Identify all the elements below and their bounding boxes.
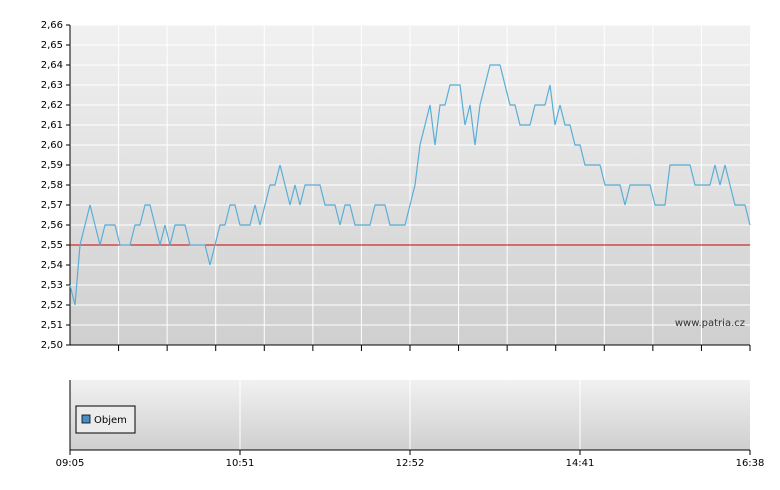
x-tick-label: 09:05 [56,458,85,469]
y-tick-label: 2,56 [41,220,63,231]
watermark: www.patria.cz [675,318,745,329]
y-tick-label: 2,62 [41,100,63,111]
y-tick-label: 2,60 [41,140,63,151]
legend-swatch [81,414,91,424]
y-tick-label: 2,59 [41,160,63,171]
y-tick-label: 2,58 [41,180,63,191]
legend-label: Objem [94,415,127,426]
x-tick-label: 14:41 [566,458,595,469]
price-line [69,64,751,306]
y-tick-label: 2,66 [41,20,63,31]
y-tick-label: 2,54 [41,260,63,271]
y-tick-label: 2,55 [41,240,63,251]
x-tick-label: 12:52 [396,458,425,469]
y-tick-label: 2,52 [41,300,63,311]
y-tick-label: 2,64 [41,60,63,71]
y-tick-label: 2,65 [41,40,63,51]
y-tick-label: 2,53 [41,280,63,291]
y-tick-label: 2,57 [41,200,63,211]
y-tick-label: 2,50 [41,340,63,351]
y-tick-label: 2,51 [41,320,63,331]
y-tick-label: 2,61 [41,120,63,131]
y-tick-label: 2,63 [41,80,63,91]
x-tick-label: 10:51 [226,458,255,469]
x-tick-label: 16:38 [736,458,765,469]
